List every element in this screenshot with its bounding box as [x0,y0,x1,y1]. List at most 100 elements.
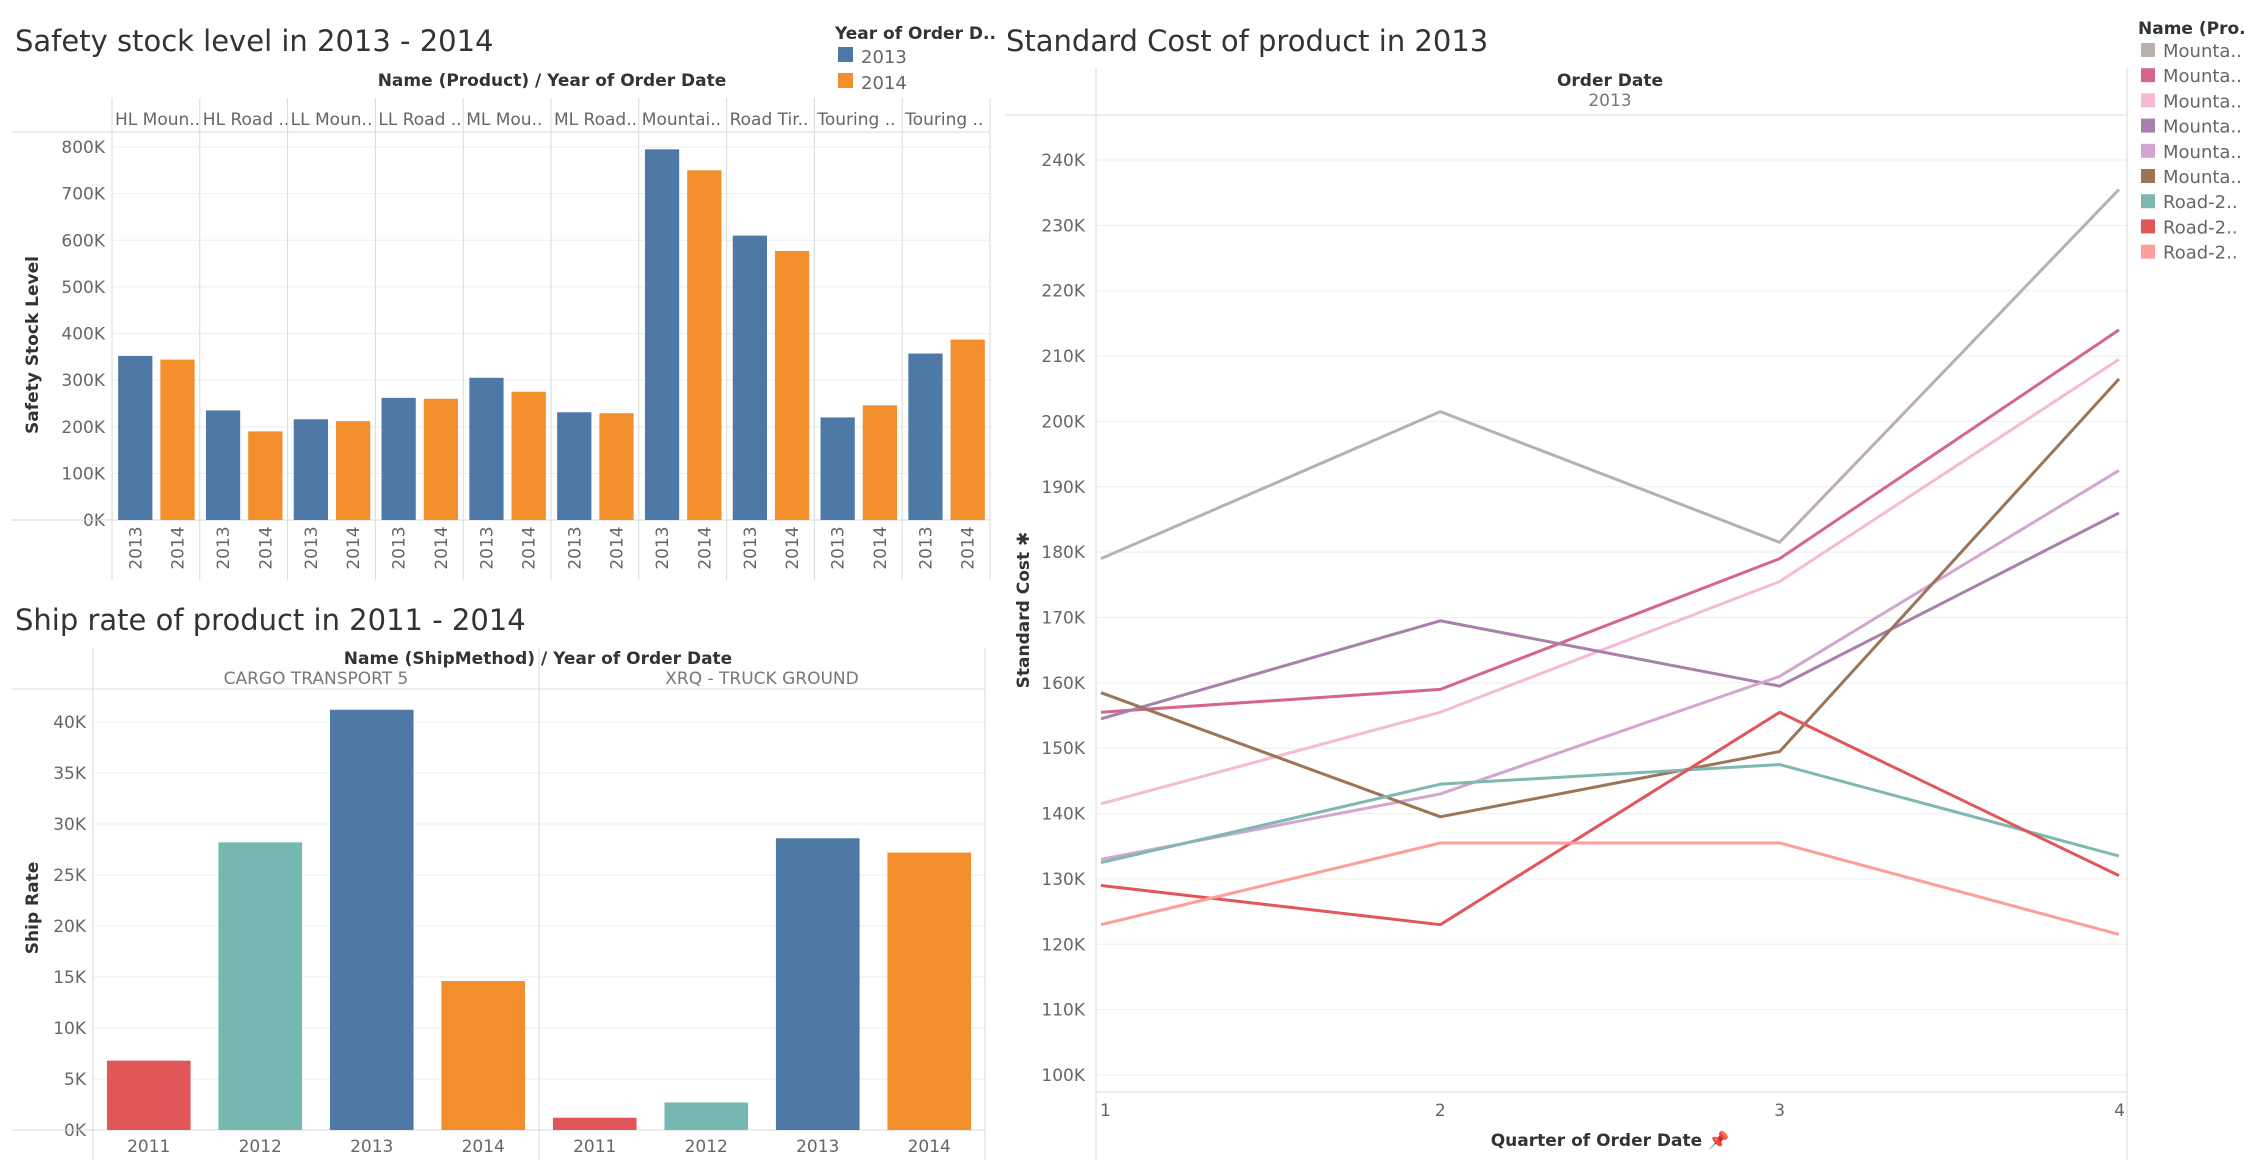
safety-y-tick-label: 300K [61,371,105,391]
safety-x-tick-label: 2014 [256,526,276,569]
safety-x-tick-label: 2013 [477,526,497,569]
safety-bar [423,398,459,520]
cost-legend-label: Mounta.. [2163,117,2242,138]
safety-bar [732,235,767,520]
cost-series-line [1100,188,2121,561]
safety-category-label: Touring .. [816,110,895,130]
ship-bar [218,842,303,1130]
safety-x-tick-label: 2013 [214,526,234,569]
ship-y-tick-label: 20K [53,917,87,937]
cost-chart-title: Standard Cost of product in 2013 [1006,24,1488,58]
cost-legend-label: Mounta.. [2163,66,2242,87]
safety-bar [248,431,283,520]
ship-panel-label: CARGO TRANSPORT 5 [224,669,409,689]
safety-category-label: Mountai.. [642,110,721,130]
safety-category-label: HL Moun.. [115,110,200,130]
cost-x-tick-label: 1 [1100,1101,1111,1121]
cost-legend-label: Road-2.. [2163,243,2238,264]
safety-category-label: LL Road .. [378,110,461,130]
cost-series-line [1100,377,2121,819]
safety-legend-title: Year of Order D.. [834,24,996,44]
cost-legend-label: Road-2.. [2163,192,2238,213]
cost-legend-swatch [2141,43,2155,57]
safety-x-tick-label: 2013 [741,526,761,569]
cost-series-line [1100,763,2120,865]
safety-x-tick-label: 2014 [871,526,891,569]
cost-series-line [1100,328,2120,714]
ship-chart-header: Name (ShipMethod) / Year of Order Date [344,649,732,669]
cost-x-tick-label: 2 [1435,1101,1446,1121]
cost-y-tick-label: 100K [1041,1066,1085,1086]
cost-y-tick-label: 190K [1041,478,1085,498]
safety-x-tick-label: 2014 [607,526,627,569]
safety-y-tick-label: 700K [61,185,105,205]
cost-x-axis-title: Quarter of Order Date 📌 [1491,1130,1730,1151]
ship-bar [329,709,414,1130]
cost-legend-label: Mounta.. [2163,167,2242,188]
ship-x-tick-label: 2011 [127,1137,170,1157]
cost-series-line [1100,469,2120,861]
ship-chart-title: Ship rate of product in 2011 - 2014 [15,603,526,637]
cost-y-tick-label: 160K [1041,674,1085,694]
safety-x-tick-label: 2014 [432,526,452,569]
ship-bar [441,981,526,1130]
safety-bar [950,339,985,520]
ship-bar [775,838,860,1130]
ship-x-tick-label: 2014 [462,1137,505,1157]
cost-y-tick-label: 210K [1041,347,1085,367]
cost-legend-label: Mounta.. [2163,41,2242,62]
safety-category-label: Road Tir.. [730,110,809,130]
cost-y-tick-label: 240K [1041,151,1085,171]
cost-legend-label: Road-2.. [2163,217,2238,238]
cost-legend-swatch [2141,244,2155,259]
legend-swatch-2014 [838,73,853,88]
ship-x-tick-label: 2013 [350,1137,393,1157]
safety-x-tick-label: 2013 [829,526,849,569]
cost-legend-swatch [2141,93,2155,108]
safety-bar [118,355,153,520]
safety-x-tick-label: 2014 [695,526,715,569]
ship-bar [106,1060,191,1130]
ship-y-tick-label: 10K [53,1019,87,1039]
safety-category-label: LL Moun.. [291,110,373,130]
safety-bar [774,250,810,520]
safety-x-tick-label: 2013 [653,526,673,569]
ship-x-tick-label: 2011 [573,1137,616,1157]
cost-series-line [1100,841,2120,936]
chart-marks: 800K 700K 600K 500K 400K 300K 200K 100K 0K HL Mou… [12,41,2242,1160]
ship-y-tick-label: 0K [64,1121,87,1141]
cost-legend-label: Mounta.. [2163,91,2242,112]
cost-series-line [1100,710,2120,927]
safety-category-label: HL Road .. [203,110,290,130]
ship-bar [887,852,972,1130]
cost-legend-swatch [2141,219,2155,234]
ship-panel-label: XRQ - TRUCK GROUND [665,669,858,689]
cost-legend-swatch [2141,194,2155,209]
ship-y-tick-label: 25K [53,866,87,886]
safety-x-tick-label: 2013 [390,526,410,569]
safety-x-tick-label: 2014 [783,526,803,569]
safety-chart-header: Name (Product) / Year of Order Date [378,71,727,91]
safety-y-tick-label: 600K [61,231,105,251]
safety-category-label: Touring .. [904,110,983,130]
safety-y-tick-label: 200K [61,418,105,438]
safety-bar [862,405,898,520]
safety-y-tick-label: 100K [61,464,105,484]
safety-bar [687,170,722,520]
cost-y-tick-label: 140K [1041,805,1085,825]
safety-x-tick-label: 2013 [302,526,322,569]
safety-bar [160,359,195,520]
safety-bar [511,391,546,520]
safety-chart-title: Safety stock level in 2013 - 2014 [15,24,494,58]
cost-y-tick-label: 200K [1041,412,1085,432]
cost-series-line [1100,511,2120,721]
cost-y-tick-label: 230K [1041,216,1085,236]
cost-chart-subheader: 2013 [1588,91,1631,111]
cost-y-tick-label: 180K [1041,543,1085,563]
cost-chart-header: Order Date [1557,71,1663,91]
safety-bar [335,421,371,520]
cost-y-tick-label: 170K [1041,609,1085,629]
safety-bar [469,377,504,520]
cost-legend-swatch [2141,118,2155,133]
